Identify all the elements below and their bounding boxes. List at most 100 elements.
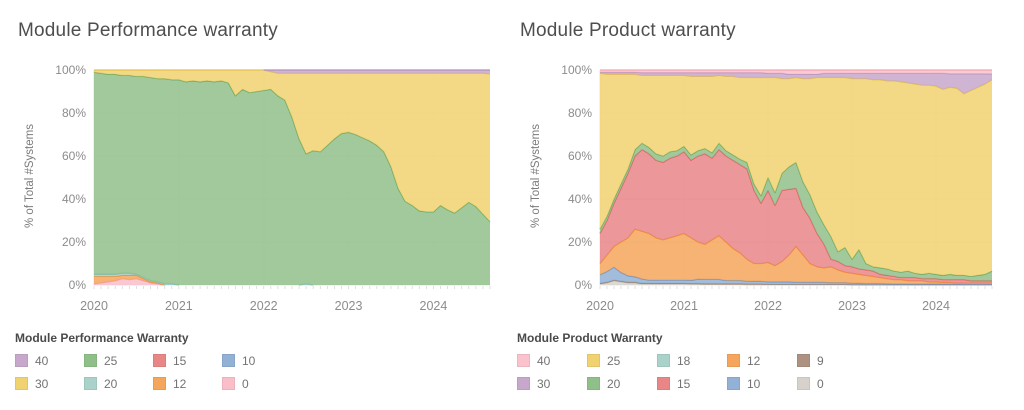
x-tick-label-2024: 2024 <box>922 299 950 313</box>
legend-item-0[interactable]: 0 <box>797 377 867 391</box>
area-25-years[interactable] <box>600 73 992 277</box>
x-tick-label-2022: 2022 <box>250 299 278 313</box>
x-tick-label-2020: 2020 <box>586 299 614 313</box>
legend-rows-product: 40 25 18 12 9 30 20 15 10 0 <box>517 349 867 395</box>
y-tick-label-20: 20% <box>62 235 86 249</box>
x-tick-label-2020: 2020 <box>80 299 108 313</box>
legend-label-12: 12 <box>747 353 761 368</box>
legend-swatch-10[interactable] <box>222 354 235 367</box>
legend-swatch-20[interactable] <box>587 377 600 390</box>
x-tick-label-2023: 2023 <box>838 299 866 313</box>
legend-row: 30 20 15 10 0 <box>517 372 867 395</box>
legend-item-12[interactable]: 12 <box>727 354 797 368</box>
legend-swatch-9[interactable] <box>797 354 810 367</box>
legend-label-10: 10 <box>242 353 256 368</box>
chart-title-performance-warranty: Module Performance warranty <box>18 20 278 41</box>
area-0-years[interactable] <box>600 280 992 285</box>
area-25-years[interactable] <box>94 72 490 285</box>
legend-item-12[interactable]: 12 <box>153 377 222 391</box>
legend-item-30[interactable]: 30 <box>15 377 84 391</box>
y-tick-label-100: 100% <box>561 63 592 77</box>
area-30-years[interactable] <box>94 70 490 222</box>
legend-swatch-15[interactable] <box>657 377 670 390</box>
legend-label-15: 15 <box>173 353 187 368</box>
legend-item-30[interactable]: 30 <box>517 377 587 391</box>
y-tick-label-40: 40% <box>568 192 592 206</box>
legend-label-25: 25 <box>104 353 118 368</box>
legend-swatch-15[interactable] <box>153 354 166 367</box>
x-tick-label-2023: 2023 <box>335 299 363 313</box>
legend-item-40[interactable]: 40 <box>517 354 587 368</box>
legend-label-40: 40 <box>537 353 551 368</box>
legend-swatch-30[interactable] <box>15 377 28 390</box>
y-tick-label-60: 60% <box>568 149 592 163</box>
legend-label-15: 15 <box>677 376 691 391</box>
x-tick-label-2021: 2021 <box>165 299 193 313</box>
legend-swatch-0[interactable] <box>222 377 235 390</box>
legend-performance-warranty: Module Performance Warranty 40 25 15 10 30 20… <box>15 331 291 395</box>
legend-item-25[interactable]: 25 <box>84 354 153 368</box>
x-tick-label-2022: 2022 <box>754 299 782 313</box>
legend-title-performance: Module Performance Warranty <box>15 331 189 345</box>
legend-item-15[interactable]: 15 <box>657 377 727 391</box>
area-15-years[interactable] <box>600 149 992 283</box>
y-tick-label-0: 0% <box>575 278 593 292</box>
legend-swatch-10[interactable] <box>727 377 740 390</box>
legend-item-40[interactable]: 40 <box>15 354 84 368</box>
legend-item-10[interactable]: 10 <box>727 377 797 391</box>
legend-swatch-12[interactable] <box>153 377 166 390</box>
y-tick-label-60: 60% <box>62 149 86 163</box>
y-tick-label-100: 100% <box>55 63 86 77</box>
legend-label-20: 20 <box>104 376 118 391</box>
y-tick-label-80: 80% <box>62 106 86 120</box>
legend-swatch-18[interactable] <box>657 354 670 367</box>
area-20-years[interactable] <box>600 143 992 281</box>
legend-swatch-25[interactable] <box>587 354 600 367</box>
legend-swatch-20[interactable] <box>84 377 97 390</box>
y-tick-label-20: 20% <box>568 235 592 249</box>
legend-swatch-30[interactable] <box>517 377 530 390</box>
legend-swatch-12[interactable] <box>727 354 740 367</box>
legend-label-25: 25 <box>607 353 621 368</box>
legend-item-25[interactable]: 25 <box>587 354 657 368</box>
area-40-years[interactable] <box>600 70 992 75</box>
legend-item-0[interactable]: 0 <box>222 377 291 391</box>
legend-label-30: 30 <box>35 376 49 391</box>
legend-rows-performance: 40 25 15 10 30 20 12 0 <box>15 349 291 395</box>
legend-item-15[interactable]: 15 <box>153 354 222 368</box>
y-tick-label-40: 40% <box>62 192 86 206</box>
legend-label-30: 30 <box>537 376 551 391</box>
legend-row: 40 25 15 10 <box>15 349 291 372</box>
x-tick-label-2024: 2024 <box>420 299 448 313</box>
legend-label-0: 0 <box>242 376 249 391</box>
legend-label-10: 10 <box>747 376 761 391</box>
area-10-years[interactable] <box>600 267 992 285</box>
legend-title-product: Module Product Warranty <box>517 331 663 345</box>
area-12-years[interactable] <box>94 275 490 285</box>
legend-swatch-40[interactable] <box>517 354 530 367</box>
legend-label-0: 0 <box>817 376 824 391</box>
legend-swatch-40[interactable] <box>15 354 28 367</box>
area-40-years[interactable] <box>94 70 490 74</box>
legend-item-18[interactable]: 18 <box>657 354 727 368</box>
legend-item-20[interactable]: 20 <box>84 377 153 391</box>
legend-item-9[interactable]: 9 <box>797 354 867 368</box>
x-tick-label-2021: 2021 <box>670 299 698 313</box>
legend-item-10[interactable]: 10 <box>222 354 291 368</box>
area-30-years[interactable] <box>600 72 992 94</box>
legend-swatch-0[interactable] <box>797 377 810 390</box>
legend-item-20[interactable]: 20 <box>587 377 657 391</box>
y-tick-label-0: 0% <box>69 278 87 292</box>
legend-label-9: 9 <box>817 353 824 368</box>
legend-swatch-25[interactable] <box>84 354 97 367</box>
legend-product-warranty: Module Product Warranty 40 25 18 12 9 30 20 15 1… <box>517 331 867 395</box>
legend-label-20: 20 <box>607 376 621 391</box>
y-tick-label-80: 80% <box>568 106 592 120</box>
legend-label-40: 40 <box>35 353 49 368</box>
legend-row: 40 25 18 12 9 <box>517 349 867 372</box>
legend-label-18: 18 <box>677 353 691 368</box>
area-12-years[interactable] <box>600 229 992 285</box>
